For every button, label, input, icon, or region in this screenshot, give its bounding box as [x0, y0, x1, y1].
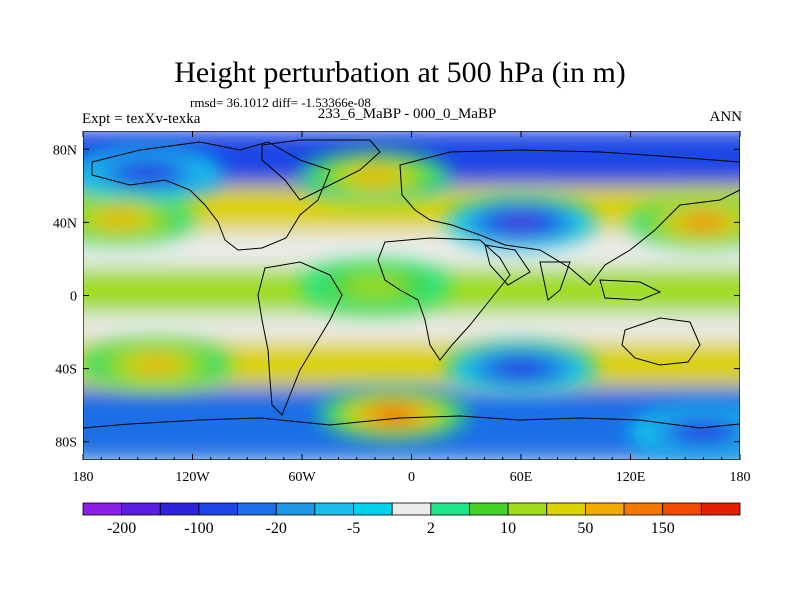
y-tick-label-0: 80N	[53, 143, 77, 158]
x-tick-label-1: 120W	[175, 470, 210, 485]
colorbar-swatch-3	[198, 502, 238, 516]
colorbar-swatch-15	[662, 502, 702, 516]
colorbar-swatch-9	[430, 502, 470, 516]
colorbar-swatch-13	[585, 502, 625, 516]
colorbar-swatch-8	[391, 502, 432, 516]
y-tick-label-4: 80S	[55, 436, 77, 451]
experiment-label: Expt = texXv-texka	[82, 111, 201, 127]
chart-title: Height perturbation at 500 hPa (in m)	[174, 56, 626, 89]
map-plot-area	[83, 131, 740, 460]
anomaly-contour-3-5	[686, 216, 721, 229]
y-tick-label-2: 0	[70, 290, 77, 305]
colorbar: -200 -100 -20 -5 2 10 50 150	[82, 502, 741, 537]
x-tick-label-3: 0	[408, 470, 415, 485]
x-tick-label-5: 120E	[616, 470, 646, 485]
colorbar-swatch-2	[159, 502, 200, 516]
colorbar-swatch-12	[546, 502, 586, 516]
anomaly-contour-0-5	[129, 167, 165, 180]
anomaly-contour-5-2	[342, 275, 408, 298]
x-tick-label-4: 60E	[510, 470, 533, 485]
season-label: ANN	[709, 109, 743, 125]
perturbation-field	[83, 131, 740, 460]
y-tick-label-1: 40N	[53, 216, 77, 231]
colorbar-swatch-0	[82, 502, 123, 516]
colorbar-label-4: 2	[427, 520, 435, 537]
colorbar-swatch-4	[237, 502, 277, 516]
anomaly-contour-6-4	[135, 357, 177, 373]
anomaly-contour-7-5	[503, 362, 539, 375]
y-axis: 80N 40N 0 40S 80S	[53, 143, 740, 451]
colorbar-swatch-10	[469, 502, 509, 516]
anomaly-contour-8-6	[378, 409, 409, 420]
colorbar-swatch-7	[353, 502, 393, 516]
anomaly-contour-2-6	[506, 217, 536, 228]
colorbar-swatch-1	[121, 502, 161, 516]
colorbar-label-5: 10	[500, 520, 516, 537]
colorbar-swatch-5	[275, 502, 316, 516]
x-tick-label-6: 180	[730, 470, 751, 485]
subtitle-label: 233_6_MaBP - 000_0_MaBP	[317, 106, 497, 122]
anomaly-contour-1-4	[354, 169, 396, 184]
x-tick-label-2: 60W	[288, 470, 316, 485]
anomaly-contour-4-4	[99, 211, 140, 226]
colorbar-label-3: -5	[347, 520, 360, 537]
colorbar-swatch-11	[507, 502, 548, 516]
colorbar-swatch-14	[623, 502, 664, 516]
latitude-band-4	[83, 313, 740, 342]
colorbar-label-6: 50	[577, 520, 593, 537]
colorbar-label-7: 150	[651, 520, 675, 537]
x-axis: 180 120W 60W 0 60E 120E 180	[73, 131, 751, 485]
colorbar-label-2: -20	[266, 520, 287, 537]
anomaly-centres	[83, 147, 740, 459]
y-tick-label-3: 40S	[55, 363, 77, 378]
colorbar-swatch-6	[314, 502, 354, 516]
colorbar-label-1: -100	[184, 520, 213, 537]
anomaly-contour-9-5	[686, 426, 721, 439]
colorbar-label-0: -200	[107, 520, 136, 537]
colorbar-swatch-16	[700, 502, 741, 516]
stats-label: rmsd= 36.1012 diff= -1.53366e-08	[190, 95, 371, 110]
x-tick-label-0: 180	[73, 470, 94, 485]
coastline-outline	[83, 139, 740, 460]
